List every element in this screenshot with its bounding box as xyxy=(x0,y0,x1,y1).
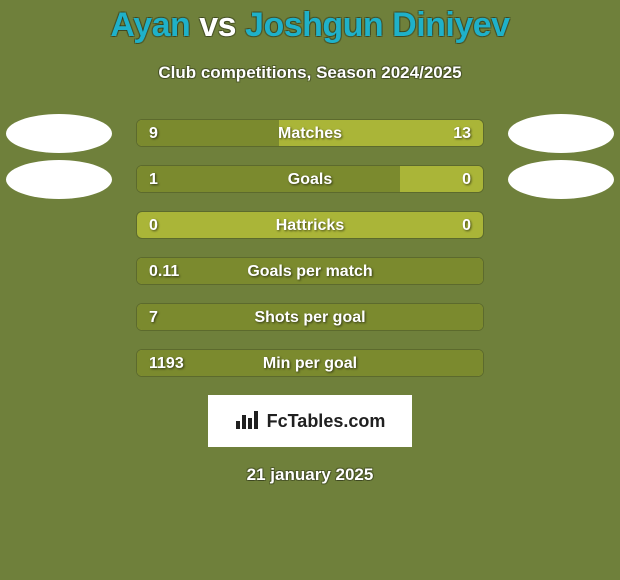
stat-value-a: 1193 xyxy=(149,350,184,377)
player-a-name: Ayan xyxy=(110,6,190,44)
stat-row: 913Matches xyxy=(0,119,620,147)
stat-fill-a xyxy=(137,350,483,376)
stat-value-b: 13 xyxy=(453,120,471,147)
stat-fill-a xyxy=(137,166,400,192)
stat-fill-a xyxy=(137,120,279,146)
bars-chart-icon xyxy=(235,409,261,434)
stat-row: 0 0Hattricks xyxy=(0,211,620,239)
player-b-name: Joshgun Diniyev xyxy=(245,6,510,44)
stats-chart: 913Matches10Goals00Hattricks0.11Goals pe… xyxy=(0,119,620,377)
page-title: Ayan vs Joshgun Diniyev xyxy=(0,0,620,45)
stat-value-a: 0.11 xyxy=(149,258,179,285)
player-a-avatar xyxy=(6,114,112,153)
stat-value-a: 1 xyxy=(149,166,158,193)
stat-value-a: 9 xyxy=(149,120,158,147)
stat-bar: 1193Min per goal xyxy=(136,349,484,377)
stat-bar: 7Shots per goal xyxy=(136,303,484,331)
stat-value-b: 0 xyxy=(462,166,471,193)
stat-row: 10Goals xyxy=(0,165,620,193)
player-a-avatar xyxy=(6,160,112,199)
stat-fill-a xyxy=(137,304,483,330)
logo-text: FcTables.com xyxy=(267,411,386,432)
date-text: 21 january 2025 xyxy=(0,465,620,485)
stat-row: 7Shots per goal xyxy=(0,303,620,331)
vs-text: vs xyxy=(199,6,236,44)
stat-label: Hattricks xyxy=(137,212,483,239)
stat-bar: 0.11Goals per match xyxy=(136,257,484,285)
stat-value-b: 0 xyxy=(462,212,471,239)
stat-bar: 0 0Hattricks xyxy=(136,211,484,239)
subtitle: Club competitions, Season 2024/2025 xyxy=(0,63,620,83)
stat-row: 1193Min per goal xyxy=(0,349,620,377)
fctables-logo: FcTables.com xyxy=(208,395,412,447)
stat-bar: 913Matches xyxy=(136,119,484,147)
stat-value-a: 0 xyxy=(149,212,158,239)
comparison-infographic: Ayan vs Joshgun Diniyev Club competition… xyxy=(0,0,620,580)
player-b-avatar xyxy=(508,114,614,153)
stat-fill-a xyxy=(137,258,483,284)
stat-row: 0.11Goals per match xyxy=(0,257,620,285)
stat-value-a: 7 xyxy=(149,304,158,331)
player-b-avatar xyxy=(508,160,614,199)
stat-bar: 10Goals xyxy=(136,165,484,193)
